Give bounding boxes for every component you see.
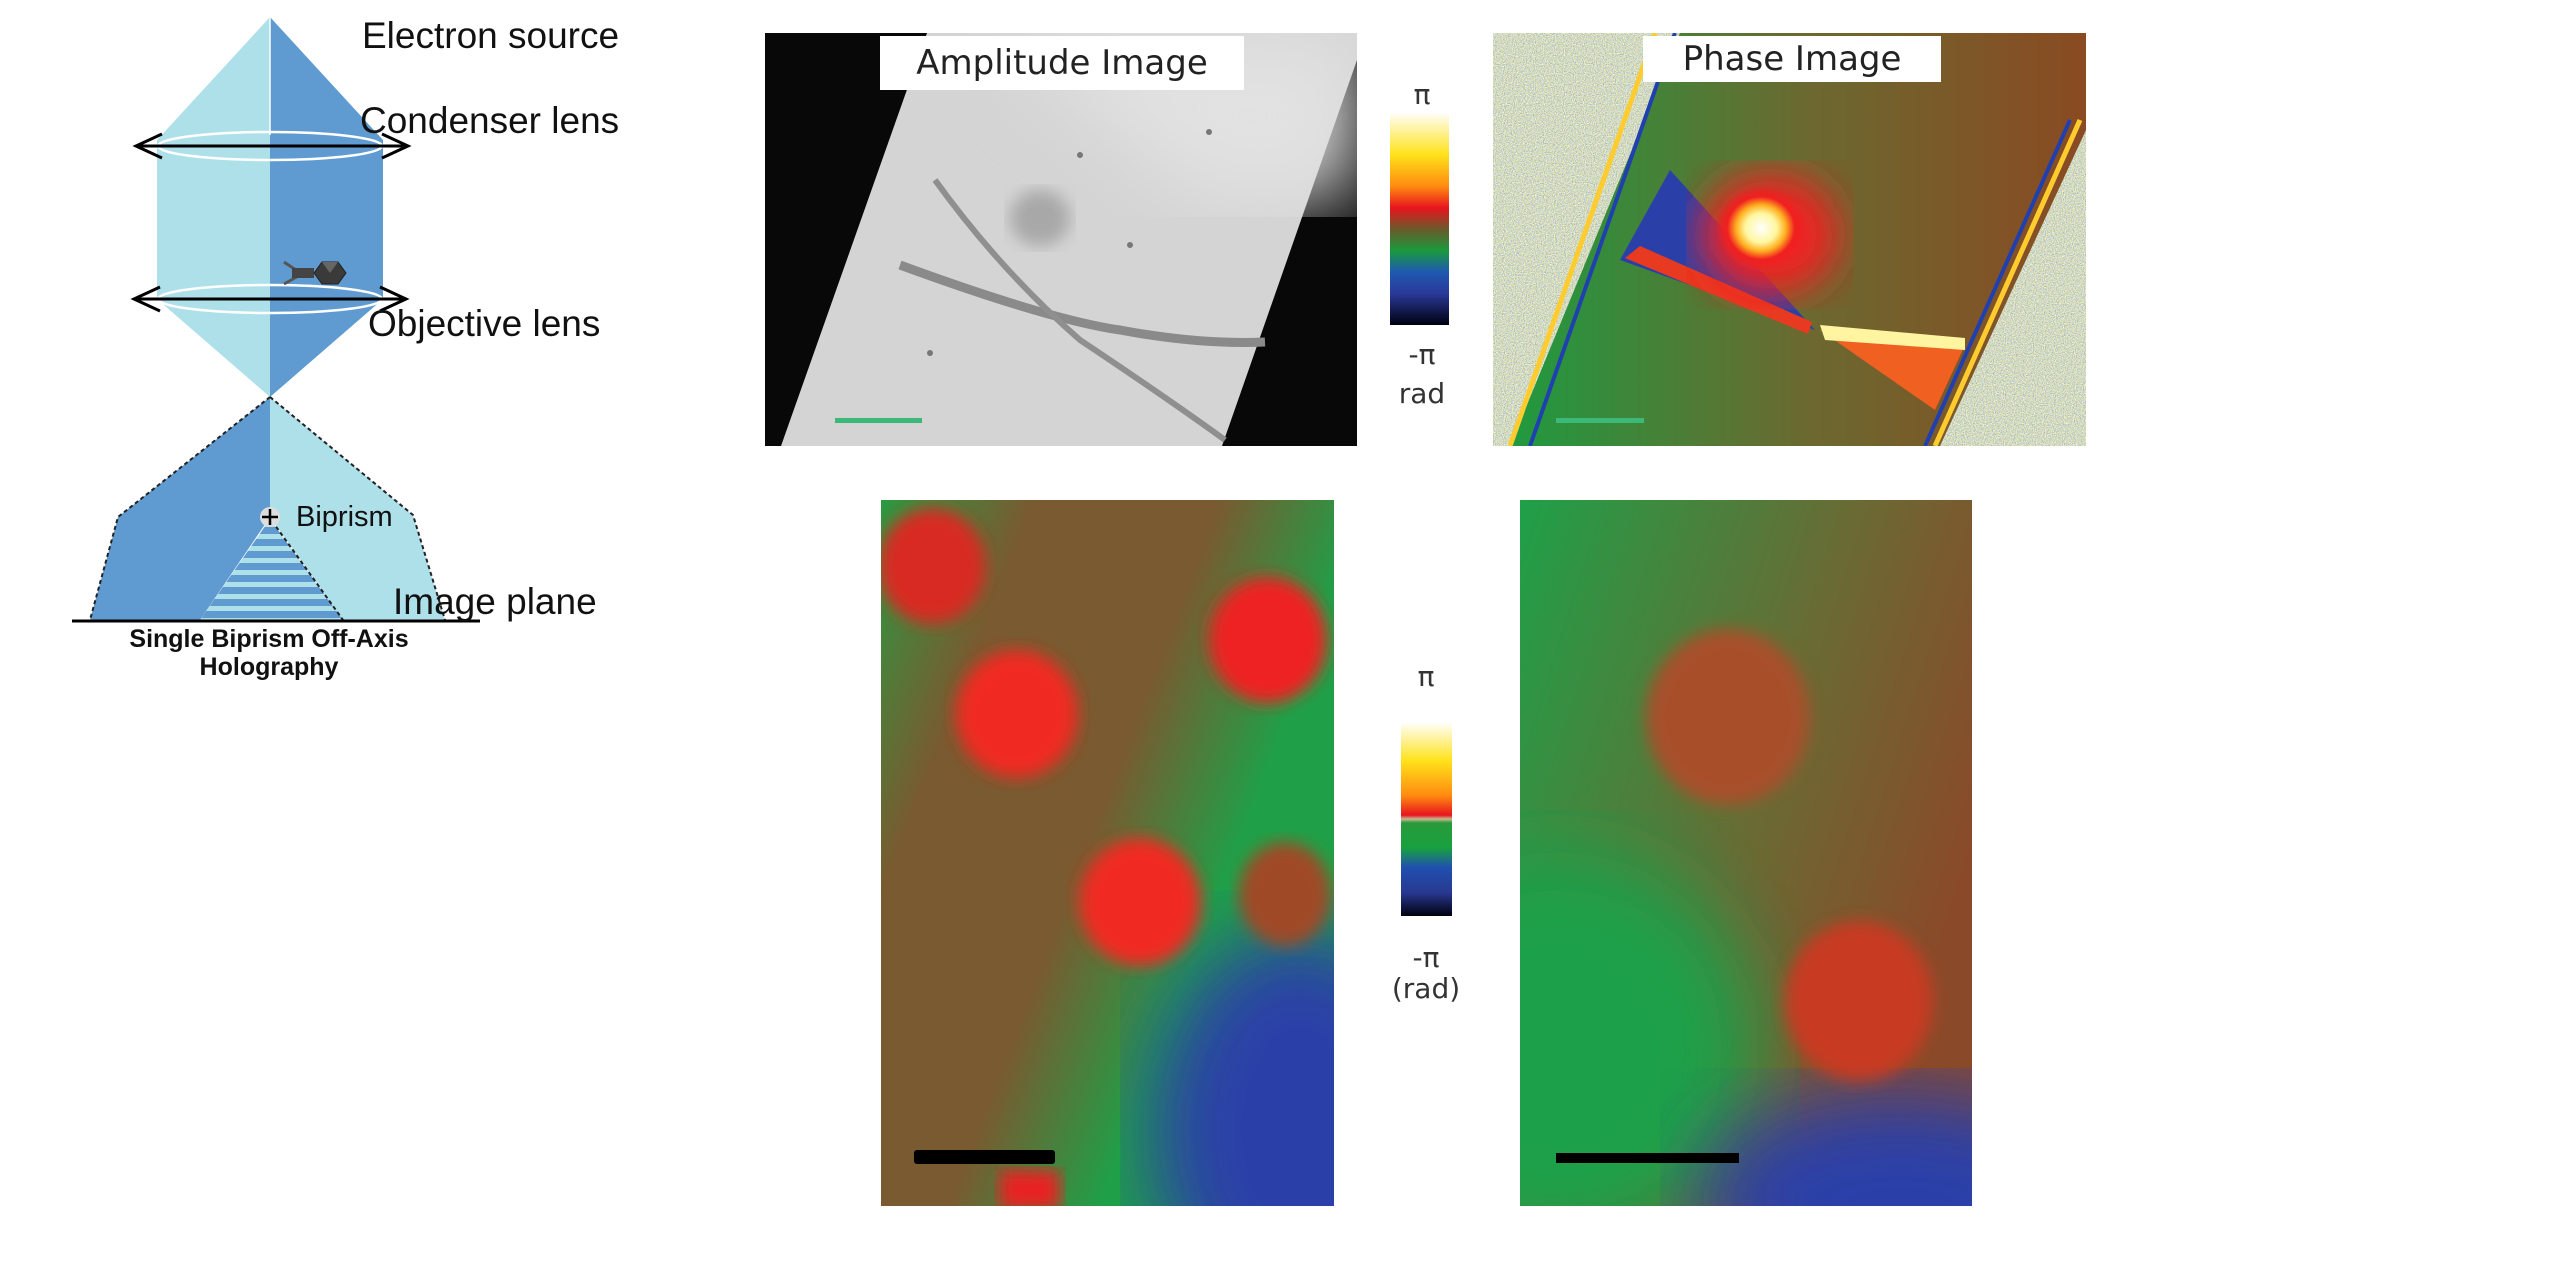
phase-image-bottom-left: [881, 500, 1334, 1206]
amplitude-scale-bar: [835, 418, 922, 423]
caption-line-2: Holography: [200, 653, 339, 681]
label-objective-lens: Objective lens: [368, 303, 600, 344]
beam-lower-right: [270, 397, 445, 620]
beam-lower-left: [90, 397, 270, 620]
colorbar-top-unit: rad: [1399, 377, 1445, 410]
caption-line-1: Single Biprism Off-Axis: [129, 625, 408, 653]
phase-title: Phase Image: [1683, 39, 1902, 79]
phase-image: [1493, 33, 2086, 446]
beam-upper-right: [270, 17, 383, 397]
objective-lens: [130, 283, 410, 315]
biprism-icon: [260, 507, 280, 527]
beam-edge-dashed: [269, 396, 446, 621]
bottom-left-scale-bar: [914, 1150, 1055, 1164]
colorbar-bottom-min-label: -π: [1413, 941, 1440, 974]
label-image-plane: Image plane: [393, 581, 597, 622]
condenser-lens: [132, 130, 412, 162]
amplitude-title-box: [880, 36, 1244, 90]
specimen-virus-icon: [283, 260, 347, 286]
beam-upper-left: [157, 17, 270, 397]
phase-scale-bar: [1556, 418, 1644, 423]
holography-schematic: Electron source Condenser lens Objective…: [72, 15, 619, 681]
colorbar-bottom-max-label: π: [1418, 660, 1435, 693]
beam-edge-dashed: [271, 520, 344, 621]
amplitude-image: [765, 33, 1357, 446]
colorbar-top-min-label: -π: [1409, 338, 1436, 371]
interference-fringes: [200, 519, 343, 620]
colorbar-top-max-label: π: [1414, 78, 1431, 111]
phase-title-box: [1643, 36, 1941, 82]
phase-image-bottom-right: [1520, 500, 1972, 1206]
phase-colorbar-bottom: [1401, 722, 1452, 916]
label-condenser-lens: Condenser lens: [360, 100, 619, 141]
amplitude-title: Amplitude Image: [916, 43, 1208, 83]
label-electron-source: Electron source: [362, 15, 619, 56]
label-biprism: Biprism: [296, 501, 393, 533]
bottom-right-scale-bar: [1556, 1153, 1739, 1163]
beam-edge-dashed: [89, 396, 271, 621]
phase-colorbar-top: [1390, 112, 1449, 325]
colorbar-bottom-unit: (rad): [1392, 972, 1460, 1005]
